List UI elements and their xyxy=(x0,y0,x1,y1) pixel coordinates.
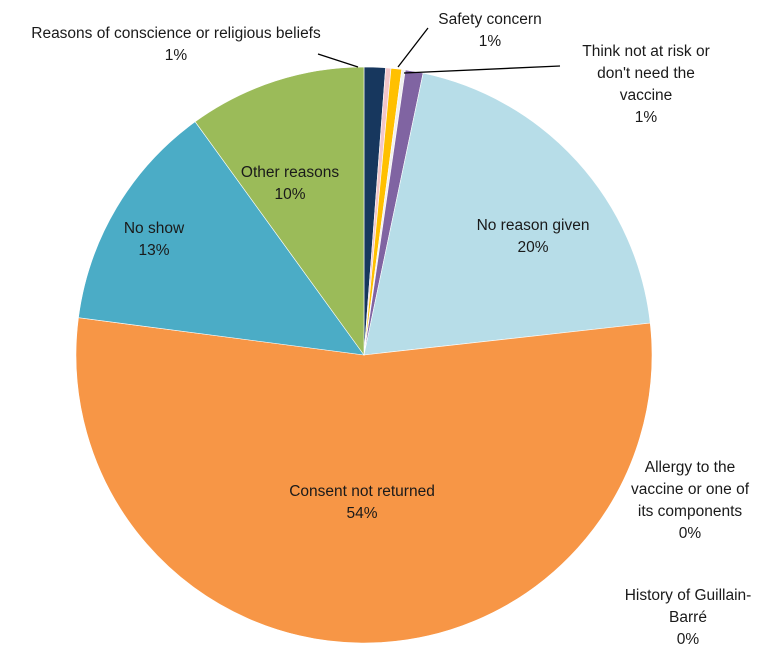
pie-slices xyxy=(75,66,653,644)
slice-label-line: History of Guillain- xyxy=(625,587,752,604)
slice-label: History of Guillain- Barré 0% xyxy=(625,587,752,648)
slice-label-line: Barré xyxy=(669,609,707,626)
slice-label-line: No show xyxy=(124,220,185,237)
leader-line xyxy=(403,65,561,74)
pie-slice xyxy=(75,317,653,644)
slice-label-line: No reason given xyxy=(477,217,590,234)
slice-label-line: Safety concern xyxy=(438,11,541,28)
slice-label: Safety concern 1% xyxy=(438,11,541,50)
slice-label-line: 0% xyxy=(679,525,702,542)
leader-lines xyxy=(317,27,561,74)
slice-label-line: 10% xyxy=(274,186,305,203)
slice-label-line: 1% xyxy=(635,109,658,126)
slice-label: Consent not returned 54% xyxy=(289,483,435,522)
slice-label: No reason given 20% xyxy=(477,217,590,256)
slice-label-line: Other reasons xyxy=(241,164,339,181)
pie-slice xyxy=(78,121,365,356)
leader-line xyxy=(317,53,359,68)
slice-label: Other reasons 10% xyxy=(241,164,339,203)
slice-label-line: 54% xyxy=(346,505,377,522)
slice-label: Think not at risk or don't need the vaccin… xyxy=(582,43,710,126)
leader-line xyxy=(397,27,429,68)
slice-label-line: 0% xyxy=(677,631,700,648)
slice-label-line: Think not at risk or xyxy=(582,43,710,60)
slice-label-line: Consent not returned xyxy=(289,483,435,500)
slice-label-line: Reasons of conscience or religious belie… xyxy=(31,25,321,42)
slice-labels: Reasons of conscience or religious belie… xyxy=(31,11,751,648)
slice-label-line: 13% xyxy=(138,242,169,259)
slice-label: Reasons of conscience or religious belie… xyxy=(31,25,321,64)
slice-label-line: don't need the xyxy=(597,65,695,82)
pie-slice xyxy=(363,72,651,356)
slice-label-line: 20% xyxy=(517,239,548,256)
slice-label-line: vaccine xyxy=(620,87,673,104)
slice-label-line: Allergy to the xyxy=(645,459,735,476)
slice-label-line: 1% xyxy=(165,47,188,64)
slice-label: No show 13% xyxy=(124,220,185,259)
slice-label-line: 1% xyxy=(479,33,502,50)
slice-label-line: its components xyxy=(638,503,742,520)
pie-slice xyxy=(194,66,365,356)
slice-label: Allergy to the vaccine or one of its compo… xyxy=(631,459,750,542)
slice-label-line: vaccine or one of xyxy=(631,481,750,498)
